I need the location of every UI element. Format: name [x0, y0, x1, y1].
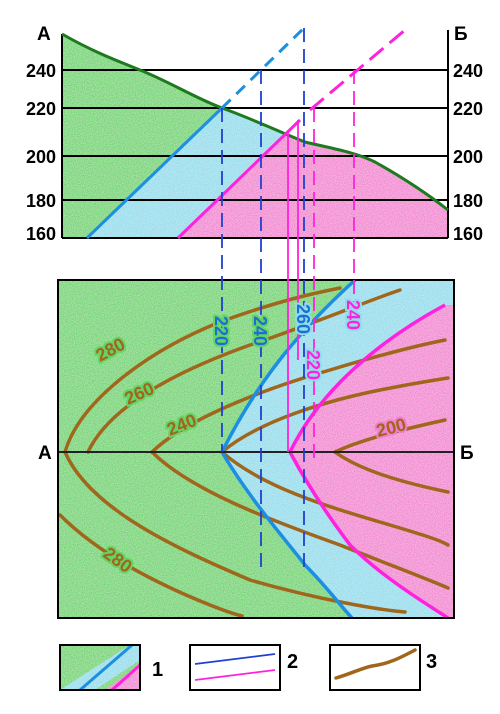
svg-text:220: 220 [453, 99, 483, 119]
profile-end-right: Б [454, 24, 468, 45]
strata-labels-magenta: 240 220 [301, 298, 365, 382]
contour-240-lower [150, 450, 450, 590]
cross-section-profile: А Б 240 220 200 180 160 240 220 200 180 … [26, 24, 483, 244]
contour-200-lower [333, 450, 450, 494]
svg-text:240: 240 [453, 61, 483, 81]
contour-lines [58, 286, 450, 618]
magenta-boundary-profile [176, 118, 302, 240]
svg-text:240: 240 [343, 300, 363, 330]
map-end-left: А [38, 443, 52, 464]
svg-text:160: 160 [26, 224, 56, 244]
contour-280-lower [58, 513, 244, 618]
elevation-labels-right: 240 220 200 180 160 [453, 61, 483, 244]
magenta-boundary-map [288, 303, 449, 620]
map-frame [57, 279, 455, 619]
legend: 1 2 3 [59, 643, 437, 692]
contour-200-upper [333, 418, 447, 454]
legend-item-2: 2 [189, 644, 298, 691]
contour-220-lower [220, 450, 450, 547]
contour-220-upper [220, 376, 450, 454]
elevation-labels-left: 240 220 200 180 160 [26, 61, 56, 244]
contour-280-upper [63, 286, 342, 454]
tie-lines [287, 120, 299, 452]
magenta-boundary-projected [309, 28, 406, 112]
svg-text:220: 220 [303, 350, 323, 380]
geologic-map: А Б 280 260 240 200 280 [38, 278, 474, 620]
svg-text:180: 180 [26, 191, 56, 211]
legend-number-2: 2 [287, 651, 298, 673]
map-end-right: Б [460, 443, 474, 464]
profile-end-left: А [37, 24, 51, 45]
svg-text:220: 220 [211, 316, 231, 346]
blue-boundary-profile [85, 106, 224, 240]
svg-text:240: 240 [250, 316, 270, 346]
svg-text:200: 200 [26, 147, 56, 167]
blue-boundary-projected [220, 26, 306, 110]
contour-240-upper [150, 338, 447, 454]
contour-260-upper [86, 288, 402, 454]
svg-text:180: 180 [453, 191, 483, 211]
strata-labels-blue: 220 240 260 [209, 302, 315, 348]
svg-text:200: 200 [453, 147, 483, 167]
contour-260-lower [63, 450, 407, 614]
svg-text:260: 260 [293, 304, 313, 334]
legend-item-1: 1 [59, 643, 163, 692]
blue-boundary-map [220, 278, 357, 620]
legend-item-3: 3 [329, 644, 437, 691]
svg-text:220: 220 [26, 99, 56, 119]
legend-number-3: 3 [426, 651, 437, 673]
legend-number-1: 1 [152, 659, 163, 681]
svg-text:160: 160 [453, 224, 483, 244]
projection-lines [221, 28, 355, 570]
svg-text:240: 240 [26, 61, 56, 81]
